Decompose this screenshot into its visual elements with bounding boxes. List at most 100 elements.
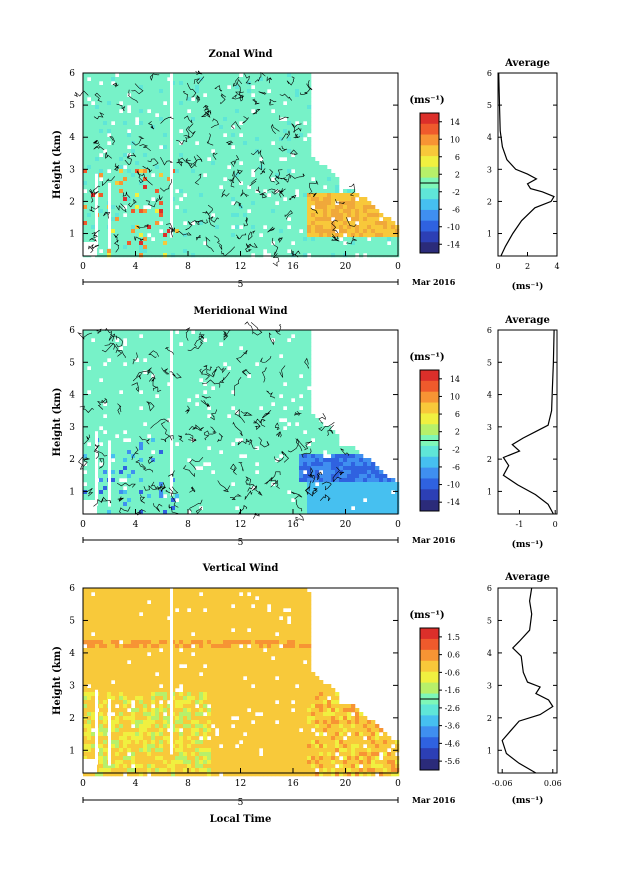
heatmap-cell <box>271 185 276 190</box>
heatmap-cell <box>131 414 136 419</box>
heatmap-cell <box>171 189 176 194</box>
heatmap-cell <box>275 137 280 142</box>
contour-line <box>331 219 339 233</box>
heatmap-cell <box>383 233 388 238</box>
contour-line <box>196 95 201 103</box>
heatmap-cell <box>127 73 132 78</box>
heatmap-cell <box>247 462 252 467</box>
heatmap-cell <box>139 478 144 483</box>
heatmap-cell <box>299 141 304 146</box>
heatmap-cell <box>191 454 196 459</box>
heatmap-cell <box>211 382 216 387</box>
heatmap-cell <box>91 474 96 479</box>
heatmap-cell <box>159 402 164 407</box>
heatmap-cell <box>103 426 108 431</box>
heatmap-cell <box>203 466 208 471</box>
heatmap-cell <box>87 406 92 411</box>
heatmap-cell <box>179 442 184 447</box>
heatmap-cell <box>159 414 164 419</box>
heatmap-cell <box>171 149 176 154</box>
heatmap-cell <box>239 406 244 411</box>
heatmap-cell <box>91 129 96 134</box>
heatmap-cell <box>139 414 144 419</box>
heatmap-cell <box>259 245 264 250</box>
heatmap-cell <box>231 350 236 355</box>
heatmap-cell <box>239 105 244 110</box>
heatmap-cell <box>203 73 208 78</box>
heatmap-cell <box>307 137 312 142</box>
heatmap-cell <box>207 330 212 335</box>
heatmap-cell <box>195 378 200 383</box>
contour-line <box>286 76 295 86</box>
heatmap-cell <box>247 173 252 178</box>
heatmap-cell <box>331 213 336 218</box>
heatmap-cell <box>99 241 104 246</box>
heatmap-cell <box>179 358 184 363</box>
heatmap-cell <box>239 470 244 475</box>
heatmap-cell <box>211 141 216 146</box>
heatmap-cell <box>167 438 172 443</box>
heatmap-cell <box>279 145 284 150</box>
heatmap-cell <box>207 402 212 407</box>
contour-line <box>179 157 186 164</box>
heatmap-cell <box>295 73 300 78</box>
heatmap-cell <box>171 137 176 142</box>
heatmap-cell <box>111 169 116 174</box>
heatmap-cell <box>259 125 264 130</box>
heatmap-cell <box>303 173 308 178</box>
heatmap-cell <box>123 462 128 467</box>
heatmap-cell <box>123 217 128 222</box>
heatmap-cell <box>215 486 220 491</box>
heatmap-cell <box>323 169 328 174</box>
heatmap-cell <box>371 241 376 246</box>
heatmap-cell <box>275 129 280 134</box>
heatmap-cell <box>131 169 136 174</box>
heatmap-cell <box>271 101 276 106</box>
heatmap-cell <box>259 253 264 258</box>
heatmap-cell <box>211 185 216 190</box>
heatmap-cell <box>195 482 200 487</box>
heatmap-cell <box>223 217 228 222</box>
heatmap-cell <box>155 434 160 439</box>
heatmap-cell <box>323 209 328 214</box>
heatmap-cell <box>279 97 284 102</box>
heatmap-cell <box>171 506 176 511</box>
heatmap-cell <box>103 85 108 90</box>
heatmap-cell <box>159 438 164 443</box>
heatmap-cell <box>183 149 188 154</box>
heatmap-cell <box>151 434 156 439</box>
heatmap-cell <box>251 189 256 194</box>
heatmap-cell <box>207 502 212 507</box>
heatmap-cell <box>183 386 188 391</box>
heatmap-cell <box>159 398 164 403</box>
heatmap-cell <box>239 173 244 178</box>
heatmap-cell <box>215 506 220 511</box>
heatmap-cell <box>247 346 252 351</box>
heatmap-cell <box>135 201 140 206</box>
heatmap-cell <box>319 181 324 186</box>
heatmap-cell <box>171 342 176 347</box>
heatmap-cell <box>315 185 320 190</box>
heatmap-cell <box>215 510 220 515</box>
heatmap-cell <box>127 406 132 411</box>
heatmap-cell <box>155 117 160 122</box>
heatmap-cell <box>167 478 172 483</box>
heatmap-cell <box>215 382 220 387</box>
heatmap-cell <box>267 221 272 226</box>
heatmap-cell <box>227 233 232 238</box>
heatmap-cell <box>187 245 192 250</box>
heatmap-cell <box>151 454 156 459</box>
heatmap-cell <box>99 342 104 347</box>
heatmap-cell <box>163 237 168 242</box>
heatmap-cell <box>219 81 224 86</box>
heatmap-cell <box>159 169 164 174</box>
heatmap-cell <box>131 105 136 110</box>
heatmap-cell <box>175 510 180 515</box>
heatmap-cell <box>223 510 228 515</box>
heatmap-cell <box>103 342 108 347</box>
heatmap-cell <box>203 474 208 479</box>
heatmap-cell <box>347 197 352 202</box>
heatmap-cell <box>279 241 284 246</box>
heatmap-cell <box>199 410 204 415</box>
heatmap-cell <box>147 173 152 178</box>
